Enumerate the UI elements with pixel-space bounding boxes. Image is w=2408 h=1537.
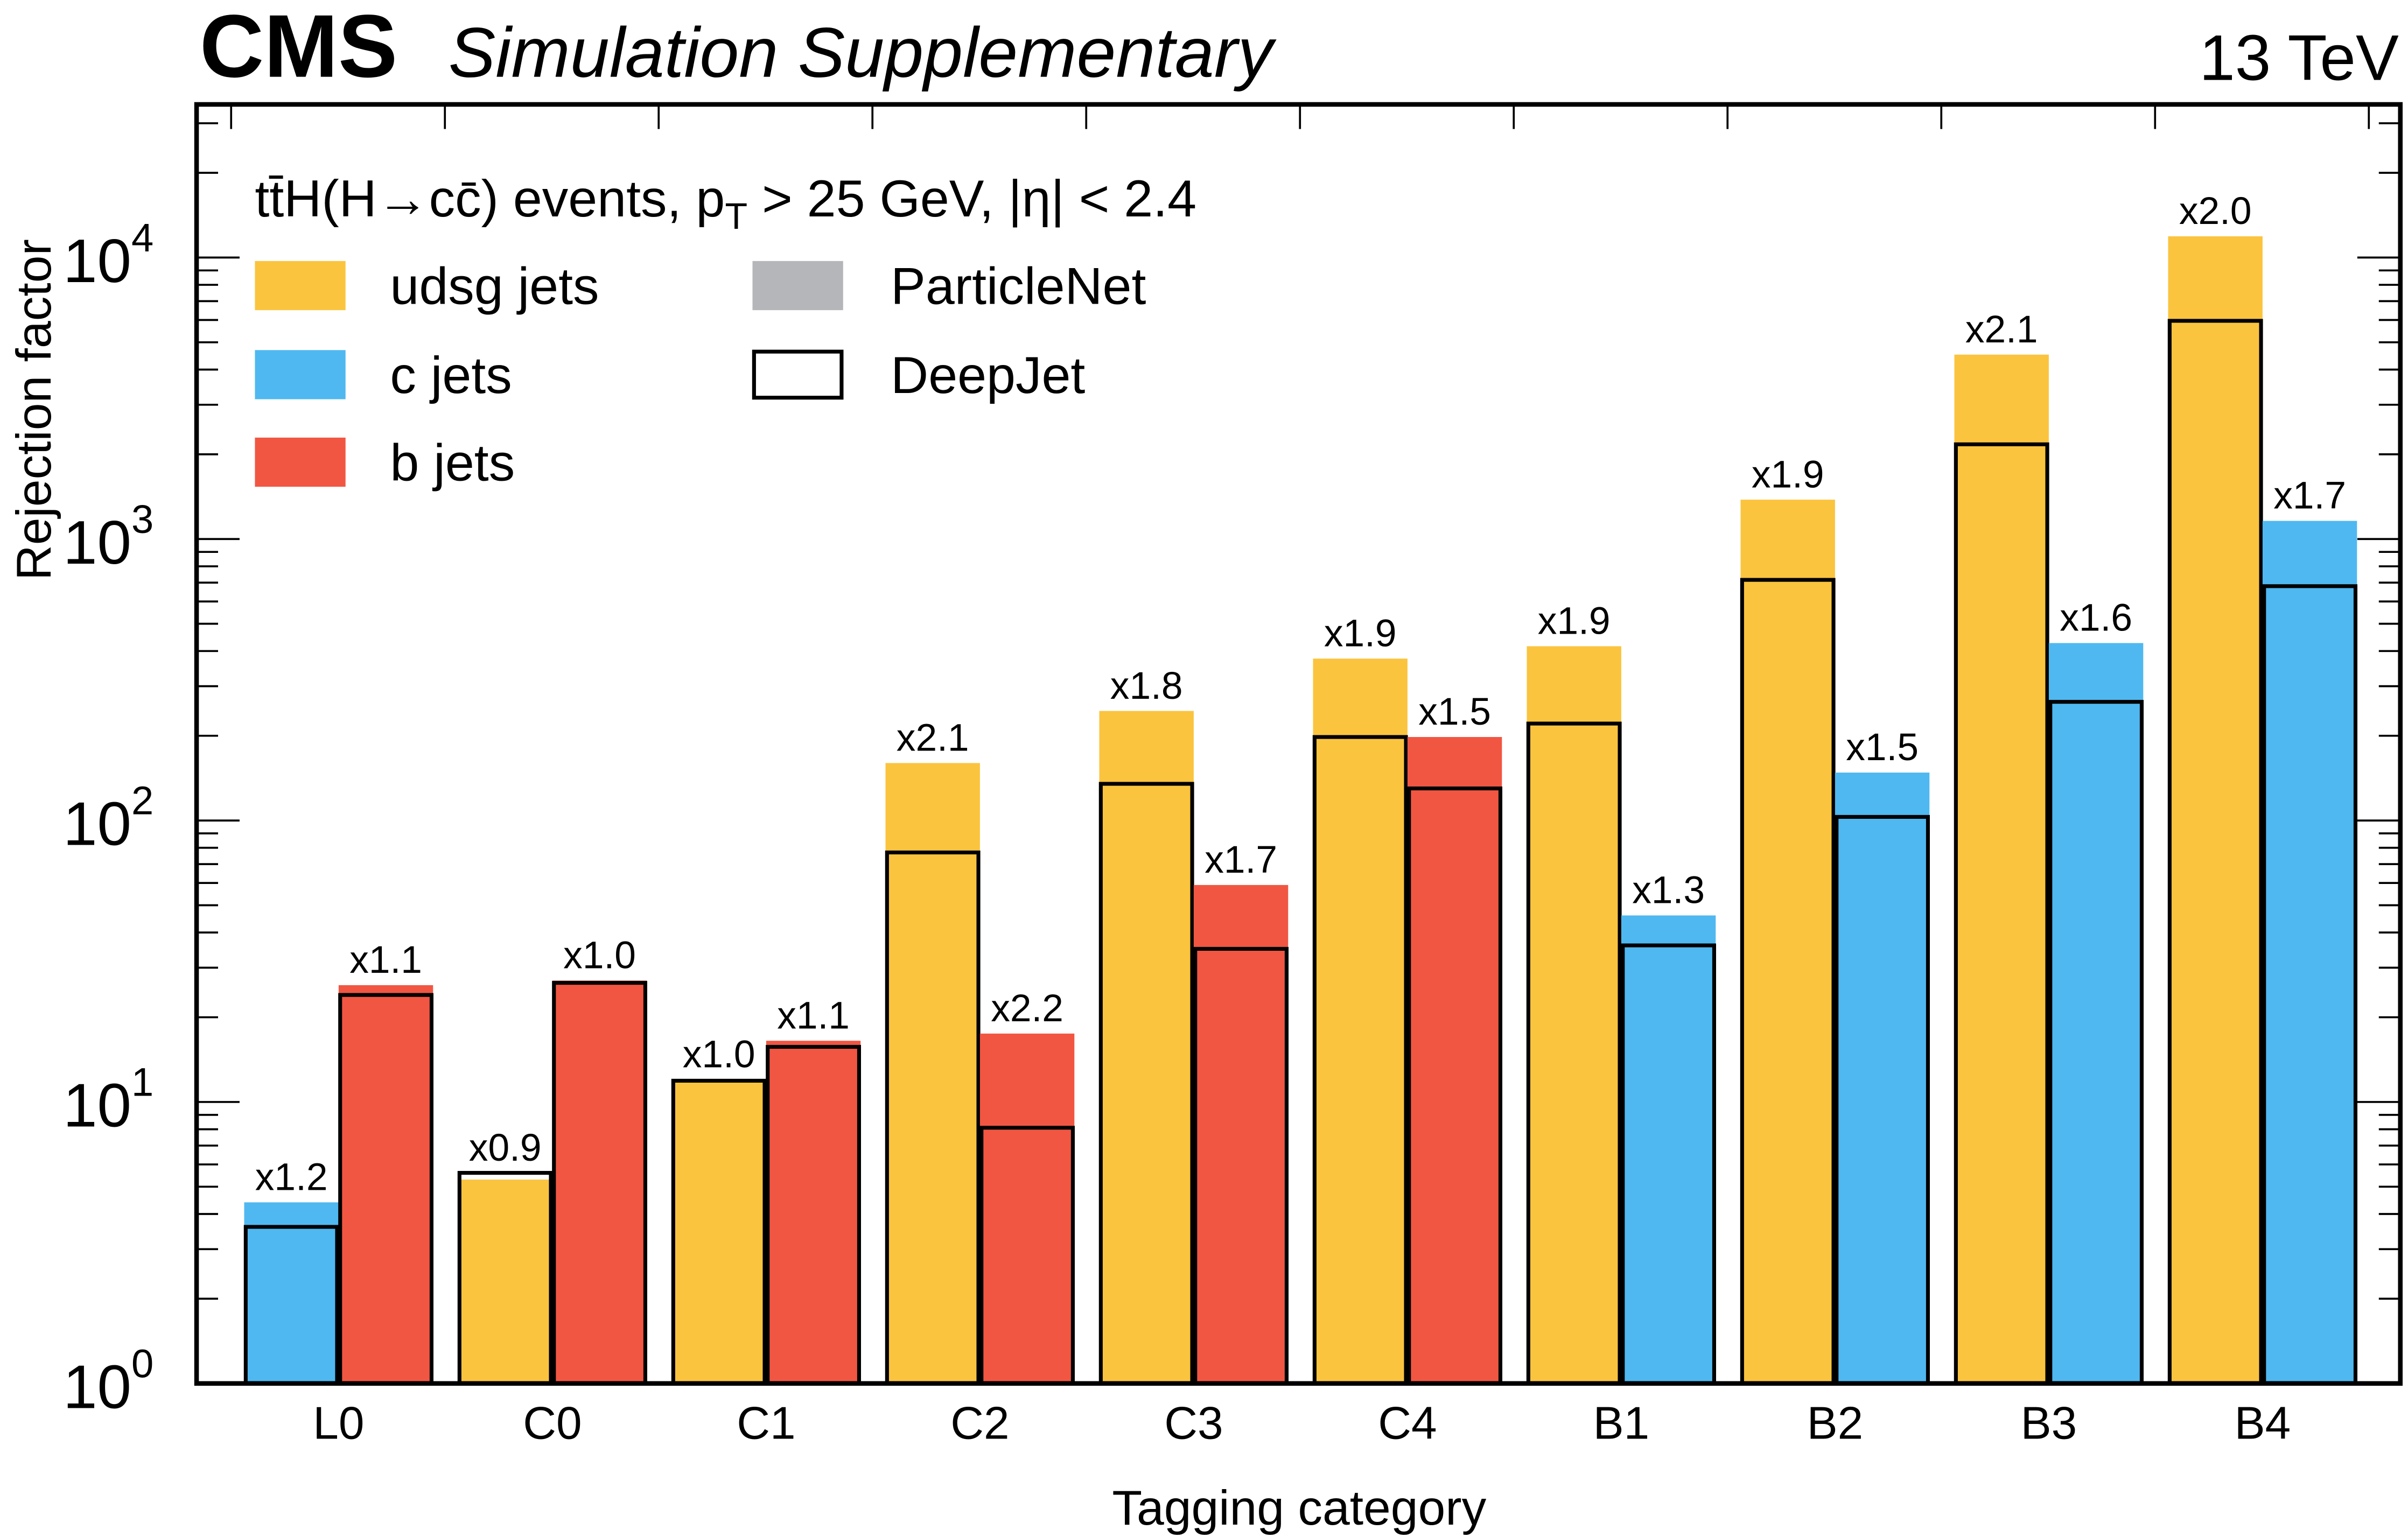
ratio-label-C2-b: x2.2 [991, 987, 1063, 1030]
legend-label-particlenet: ParticleNet [891, 257, 1146, 315]
legend-swatch-c [255, 350, 346, 399]
bar-particlenet-L0-c [244, 1202, 339, 1384]
bar-particlenet-C3-b [1193, 885, 1289, 1384]
ratio-label-C3-udsg: x1.8 [1110, 664, 1183, 707]
bar-particlenet-B2-udsg [1740, 500, 1835, 1384]
ratio-label-C2-udsg: x2.1 [897, 717, 969, 760]
ratio-label-B2-udsg: x1.9 [1752, 453, 1824, 496]
y-tick-label: 103 [63, 497, 153, 577]
cms-label: CMS [200, 0, 398, 96]
legend-swatch-udsg [255, 261, 346, 311]
ratio-label-B4-udsg: x2.0 [2179, 190, 2252, 233]
plot-frame [194, 102, 2403, 1386]
ratio-label-C1-udsg: x1.0 [683, 1033, 755, 1076]
ratio-label-C0-udsg: x0.9 [469, 1126, 542, 1169]
bar-particlenet-B1-udsg [1527, 646, 1621, 1384]
y-tick-label: 102 [63, 778, 153, 859]
legend-entry-particlenet: ParticleNet [752, 257, 1146, 315]
bar-particlenet-B3-udsg [1954, 354, 2049, 1384]
y-tick-label: 100 [63, 1341, 153, 1421]
x-tick-label-B4: B4 [2235, 1398, 2291, 1449]
ratio-label-B1-udsg: x1.9 [1538, 600, 1611, 643]
energy-label: 13 TeV [2199, 22, 2399, 94]
legend-entry-deepjet: DeepJet [752, 346, 1085, 404]
x-tick-label-L0: L0 [313, 1398, 364, 1449]
bar-particlenet-C4-udsg [1313, 658, 1408, 1384]
bar-particlenet-B1-c [1621, 915, 1716, 1384]
bar-particlenet-C3-udsg [1099, 711, 1194, 1384]
x-tick-label-C3: C3 [1164, 1398, 1223, 1449]
ratio-label-C3-b: x1.7 [1205, 838, 1277, 881]
x-tick-label-C4: C4 [1378, 1398, 1437, 1449]
y-axis-title: Rejection factor [6, 239, 61, 580]
legend: tt̄H(H→cc̄) events, pT > 25 GeV, |η| < 2… [255, 169, 1196, 492]
ratio-label-L0-c: x1.2 [255, 1156, 328, 1199]
legend-swatch-deepjet [752, 349, 844, 400]
ratio-label-B4-c: x1.7 [2273, 474, 2346, 517]
cms-subtitle: Simulation Supplementary [449, 13, 1277, 92]
bars-layer: x1.2 x1.1 L0 x0.9 x1.0 C0 x1.0 x1.1 C1 x2.1 x2.2 C2… [243, 190, 2358, 1449]
bar-particlenet-C1-udsg [671, 1079, 766, 1384]
ratio-label-B2-c: x1.5 [1846, 726, 1919, 769]
ratio-label-C0-b: x1.0 [563, 934, 636, 977]
x-axis-title: Tagging category [1112, 1480, 1486, 1535]
ratio-label-C4-b: x1.5 [1418, 690, 1491, 733]
legend-swatch-particlenet [752, 261, 843, 311]
bar-particlenet-C4-b [1407, 736, 1502, 1384]
x-tick-label-B1: B1 [1593, 1398, 1650, 1449]
ratio-label-B3-udsg: x2.1 [1965, 308, 2038, 351]
bar-particlenet-C0-udsg [458, 1180, 552, 1384]
legend-label-deepjet: DeepJet [891, 346, 1085, 404]
legend-entry-b: b jets [255, 433, 515, 492]
bar-particlenet-C2-udsg [885, 763, 980, 1384]
x-tick-label-B3: B3 [2021, 1398, 2077, 1449]
y-tick-label: 101 [63, 1060, 153, 1140]
legend-label-c: c jets [390, 346, 512, 404]
ratio-label-B3-c: x1.6 [2060, 596, 2132, 640]
bar-particlenet-B3-c [2048, 643, 2144, 1384]
bar-particlenet-B2-c [1835, 773, 1930, 1384]
x-tick-label-C2: C2 [950, 1398, 1009, 1449]
axis-ticks: 100 101 102 103 104 [63, 104, 2400, 1421]
ratio-label-L0-b: x1.1 [349, 938, 422, 981]
y-tick-label: 104 [63, 215, 153, 296]
bar-particlenet-B4-udsg [2168, 236, 2263, 1384]
legend-swatch-b [255, 437, 346, 487]
bar-particlenet-C2-b [979, 1033, 1075, 1384]
legend-label-udsg: udsg jets [390, 257, 599, 315]
ratio-label-B1-c: x1.3 [1632, 869, 1705, 912]
x-tick-label-B2: B2 [1807, 1398, 1864, 1449]
x-tick-label-C1: C1 [737, 1398, 795, 1449]
legend-label-b: b jets [390, 433, 515, 492]
legend-entry-udsg: udsg jets [255, 257, 599, 315]
x-tick-label-C0: C0 [523, 1398, 582, 1449]
legend-entry-c: c jets [255, 346, 512, 404]
bar-particlenet-C0-b [552, 980, 647, 1384]
legend-header: tt̄H(H→cc̄) events, pT > 25 GeV, |η| < 2… [255, 169, 1196, 237]
bar-particlenet-L0-b [338, 985, 433, 1384]
ratio-label-C4-udsg: x1.9 [1324, 612, 1397, 655]
ratio-label-C1-b: x1.1 [777, 994, 850, 1037]
bar-particlenet-B4-c [2262, 521, 2357, 1384]
bar-particlenet-C1-b [766, 1041, 861, 1384]
